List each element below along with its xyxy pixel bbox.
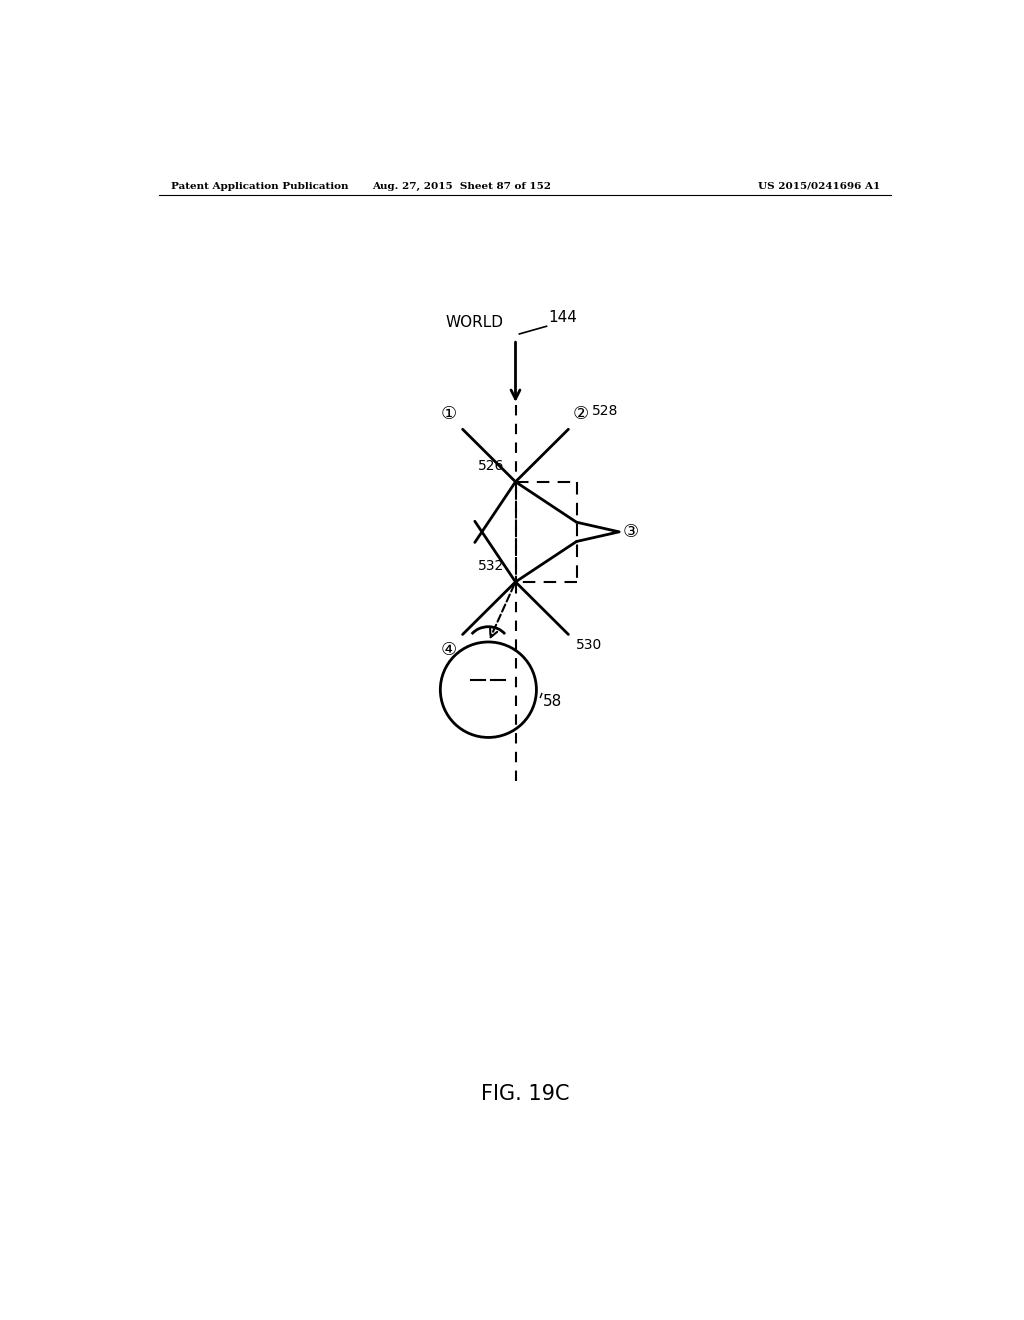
- Text: US 2015/0241696 A1: US 2015/0241696 A1: [758, 182, 880, 190]
- Text: 526: 526: [477, 458, 504, 473]
- Text: ③: ③: [623, 523, 639, 541]
- Text: ②: ②: [572, 405, 589, 424]
- Text: ④: ④: [440, 640, 457, 659]
- Text: 530: 530: [577, 639, 602, 652]
- Text: FIG. 19C: FIG. 19C: [480, 1084, 569, 1104]
- Text: Patent Application Publication: Patent Application Publication: [171, 182, 348, 190]
- Text: 532: 532: [477, 558, 504, 573]
- Text: 144: 144: [548, 310, 577, 326]
- Text: 528: 528: [592, 404, 618, 417]
- Text: 58: 58: [543, 694, 562, 709]
- Text: WORLD: WORLD: [445, 315, 504, 330]
- Text: Aug. 27, 2015  Sheet 87 of 152: Aug. 27, 2015 Sheet 87 of 152: [372, 182, 551, 190]
- Text: ①: ①: [440, 405, 457, 424]
